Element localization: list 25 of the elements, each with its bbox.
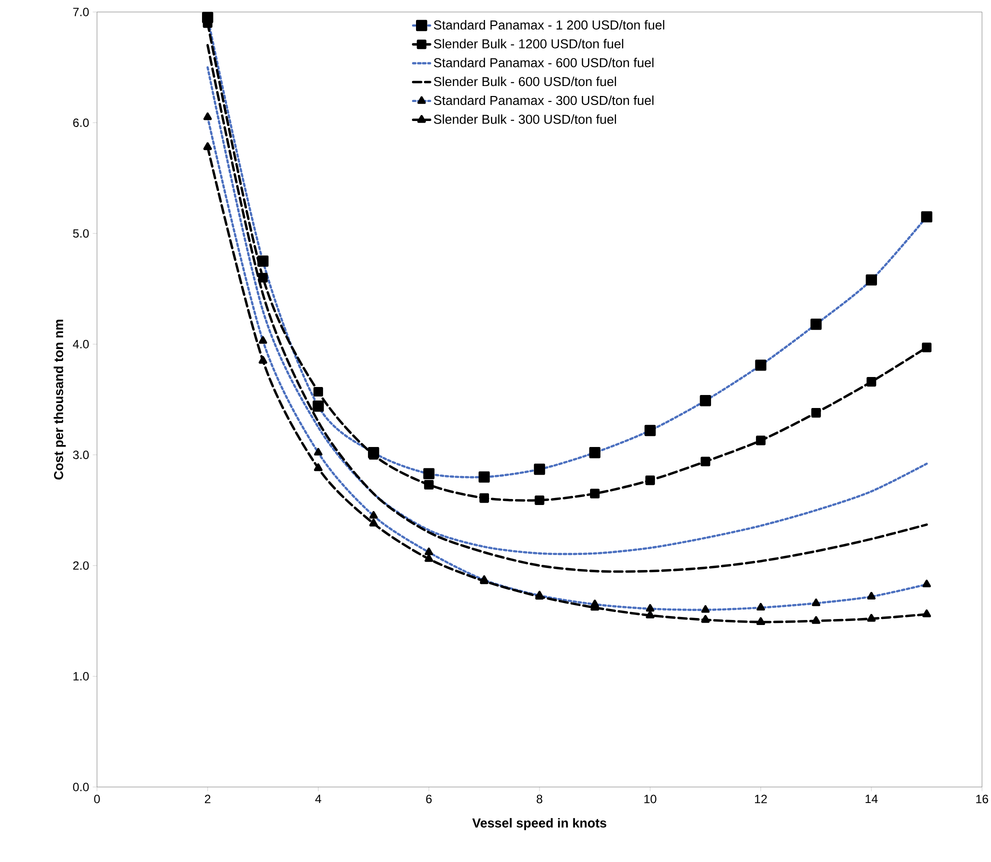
y-tick-label: 7.0 bbox=[73, 8, 89, 16]
x-axis-title: Vessel speed in knots bbox=[472, 818, 606, 830]
y-tick-label: 2.0 bbox=[73, 561, 89, 570]
legend-label: Standard Panamax - 600 USD/ton fuel bbox=[434, 58, 654, 68]
x-tick-label: 10 bbox=[644, 794, 656, 804]
y-tick-label: 6.0 bbox=[73, 118, 89, 127]
x-tick-label: 0 bbox=[94, 794, 100, 804]
x-tick-label: 6 bbox=[426, 794, 432, 804]
x-tick-label: 2 bbox=[204, 794, 210, 804]
y-tick-label: 4.0 bbox=[72, 340, 89, 348]
legend-label: Slender Bulk - 300 USD/ton fuel bbox=[434, 114, 616, 124]
x-tick-label: 4 bbox=[315, 794, 322, 803]
legend-label: Standard Panamax - 1 200 USD/ton fuel bbox=[434, 20, 664, 30]
x-tick-label: 12 bbox=[755, 794, 767, 804]
legend-label: Standard Panamax - 300 USD/ton fuel bbox=[434, 96, 654, 106]
y-tick-label: 5.0 bbox=[73, 229, 89, 238]
y-tick-label: 1.0 bbox=[74, 672, 89, 681]
y-axis-title: Cost per thousand ton nm bbox=[54, 320, 66, 480]
x-tick-label: 16 bbox=[976, 794, 988, 804]
legend-label: Slender Bulk - 1200 USD/ton fuel bbox=[434, 38, 624, 48]
y-tick-label: 0.0 bbox=[73, 782, 89, 792]
x-tick-label: 14 bbox=[866, 794, 878, 803]
legend-label: Slender Bulk - 600 USD/ton fuel bbox=[434, 76, 616, 86]
x-tick-label: 8 bbox=[536, 794, 542, 804]
y-tick-label: 3.0 bbox=[73, 450, 89, 460]
